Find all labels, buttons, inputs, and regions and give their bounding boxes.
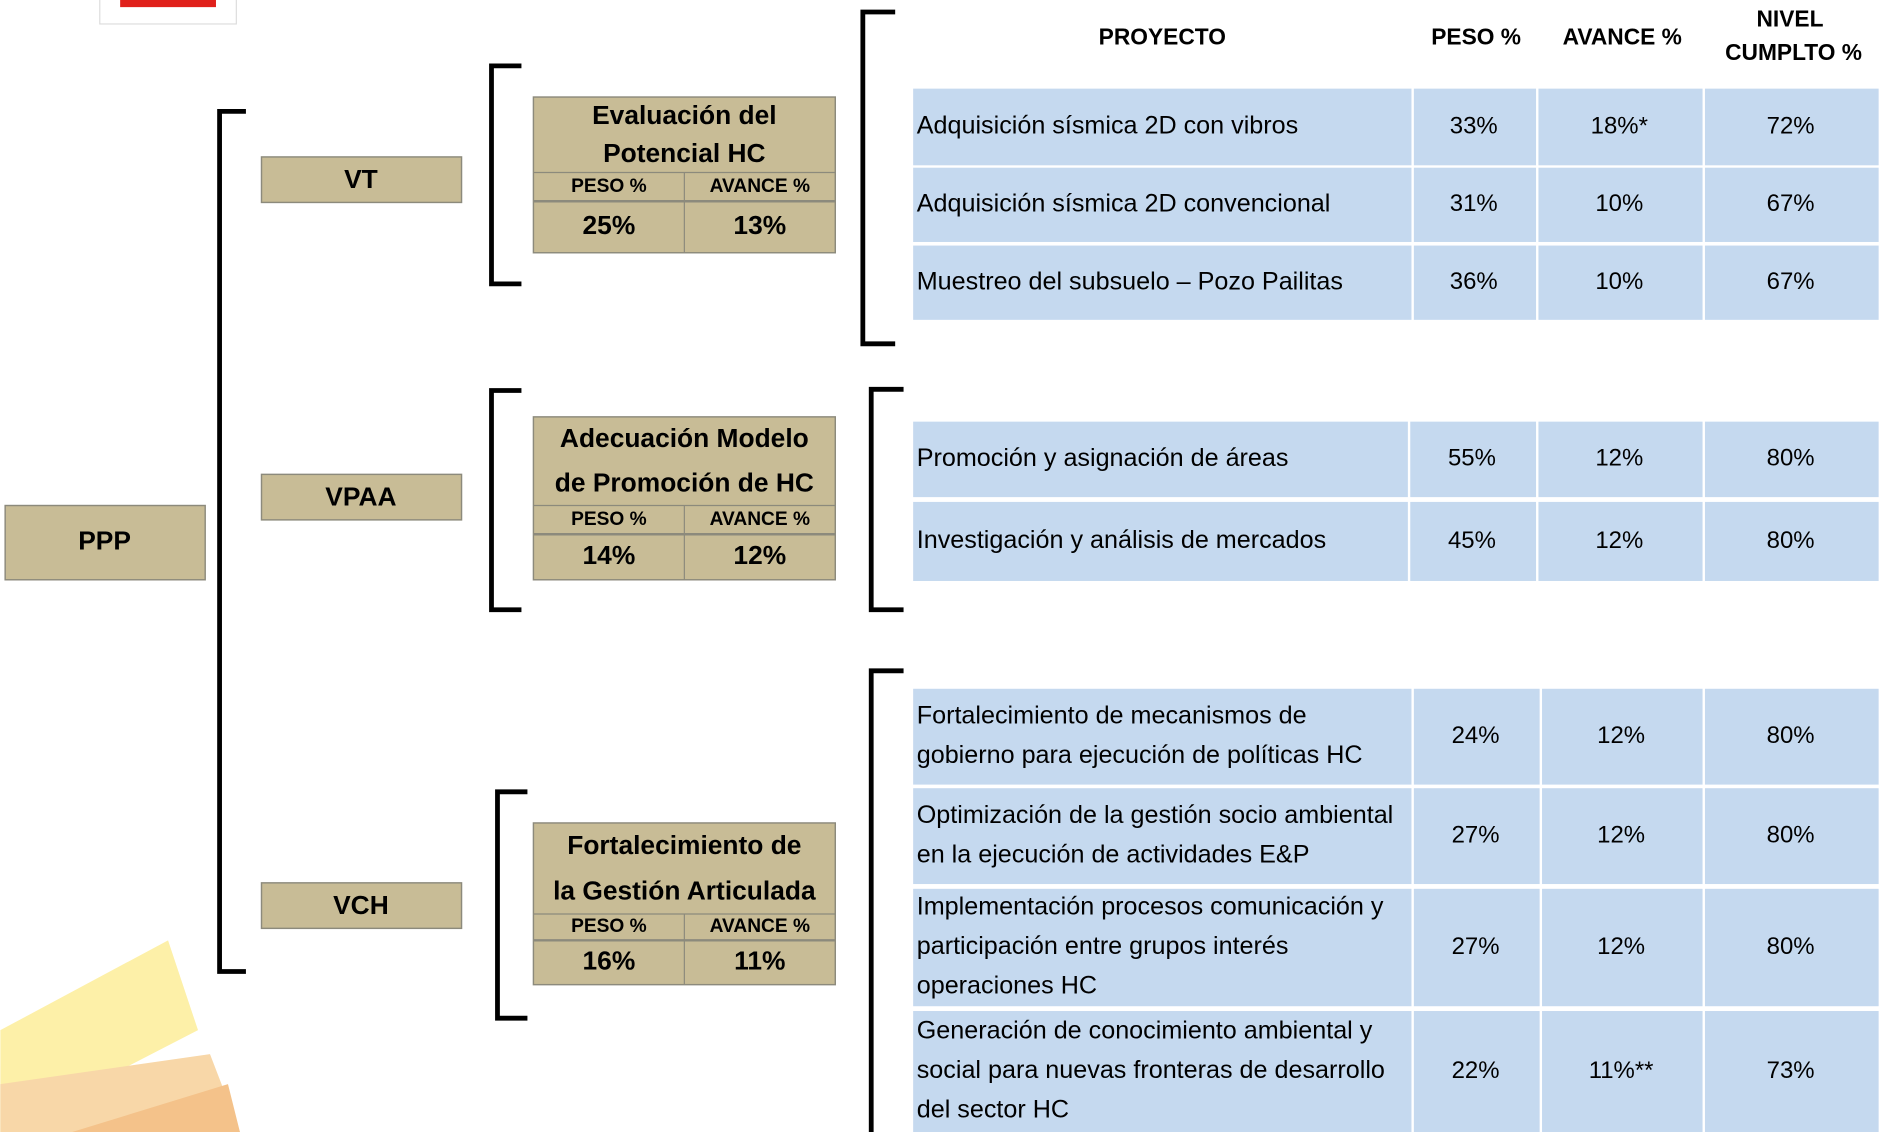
branch-label: VT [344, 164, 378, 194]
bracket [491, 66, 521, 284]
project-peso: 33% [1450, 112, 1498, 139]
program-title: Evaluación del [592, 100, 776, 130]
project-name: gobierno para ejecución de políticas HC [917, 741, 1363, 769]
project-nivel: 80% [1767, 821, 1815, 848]
project-avance: 10% [1595, 268, 1643, 295]
bracket [497, 792, 527, 1018]
project-peso: 24% [1452, 722, 1500, 749]
project-peso: 45% [1448, 527, 1496, 554]
header-nivel: CUMPLTO % [1725, 39, 1862, 65]
project-avance: 10% [1595, 190, 1643, 217]
project-avance: 18%* [1591, 112, 1648, 139]
project-avance: 12% [1595, 445, 1643, 472]
program-peso: 14% [583, 540, 636, 570]
project-nivel: 73% [1767, 1057, 1815, 1084]
project-avance: 11%** [1589, 1057, 1654, 1084]
project-nivel: 80% [1767, 933, 1815, 960]
program-avance: 11% [734, 945, 785, 975]
bracket [220, 111, 246, 971]
project-name: Implementación procesos comunicación y [917, 893, 1384, 921]
program-title: Fortalecimiento de [567, 830, 801, 860]
project-peso: 27% [1452, 821, 1500, 848]
project-name: Generación de conocimiento ambiental y [917, 1017, 1373, 1045]
project-name: operaciones HC [917, 972, 1097, 1000]
project-nivel: 67% [1767, 268, 1815, 295]
project-name: Promoción y asignación de áreas [917, 444, 1289, 472]
project-nivel: 72% [1767, 112, 1815, 139]
project-peso: 22% [1452, 1057, 1500, 1084]
project-name: en la ejecución de actividades E&P [917, 841, 1310, 869]
program-title: la Gestión Articulada [553, 875, 816, 905]
project-nivel: 80% [1767, 445, 1815, 472]
project-name: Optimización de la gestión socio ambient… [917, 801, 1394, 829]
project-avance: 12% [1597, 722, 1645, 749]
header-peso: PESO % [1431, 23, 1521, 49]
program-title: de Promoción de HC [555, 467, 814, 497]
project-peso: 36% [1450, 268, 1498, 295]
project-peso: 27% [1452, 933, 1500, 960]
project-name: Adquisición sísmica 2D convencional [917, 189, 1331, 217]
program-avance-label: AVANCE % [710, 509, 810, 530]
project-name: del sector HC [917, 1096, 1069, 1124]
program-title: Adecuación Modelo [560, 423, 809, 453]
project-nivel: 80% [1767, 722, 1815, 749]
program-peso-label: PESO % [571, 916, 647, 937]
project-name: Muestreo del subsuelo – Pozo Pailitas [917, 267, 1343, 295]
project-avance: 12% [1597, 821, 1645, 848]
project-name: social para nuevas fronteras de desarrol… [917, 1056, 1385, 1084]
program-title: Potencial HC [603, 138, 766, 168]
project-name: Fortalecimiento de mecanismos de [917, 702, 1307, 730]
project-peso: 31% [1450, 190, 1498, 217]
bracket [871, 389, 903, 609]
bracket [863, 12, 895, 344]
project-nivel: 67% [1767, 190, 1815, 217]
project-peso: 55% [1448, 445, 1496, 472]
bracket [871, 671, 903, 1132]
branch-label: VPAA [325, 481, 396, 511]
project-name: Investigación y análisis de mercados [917, 526, 1326, 554]
header-nivel: NIVEL [1756, 5, 1823, 31]
header-project: PROYECTO [1099, 23, 1226, 49]
project-name: Adquisición sísmica 2D con vibros [917, 112, 1298, 140]
root-label: PPP [78, 526, 131, 556]
bracket [491, 391, 521, 610]
program-avance-label: AVANCE % [710, 176, 810, 197]
diagram: PPP PROYECTO PESO % AVANCE % NIVEL CUMPLTO % V… [0, 0, 1879, 1132]
program-avance: 13% [733, 210, 786, 240]
program-avance: 12% [733, 540, 786, 570]
header-avance: AVANCE % [1563, 23, 1682, 49]
branch-label: VCH [333, 890, 389, 920]
program-peso: 16% [583, 945, 636, 975]
project-avance: 12% [1595, 527, 1643, 554]
program-peso: 25% [583, 210, 636, 240]
project-nivel: 80% [1767, 527, 1815, 554]
program-peso-label: PESO % [571, 176, 647, 197]
project-name: participación entre grupos interés [917, 932, 1289, 960]
program-avance-label: AVANCE % [710, 916, 810, 937]
project-avance: 12% [1597, 933, 1645, 960]
program-peso-label: PESO % [571, 509, 647, 530]
